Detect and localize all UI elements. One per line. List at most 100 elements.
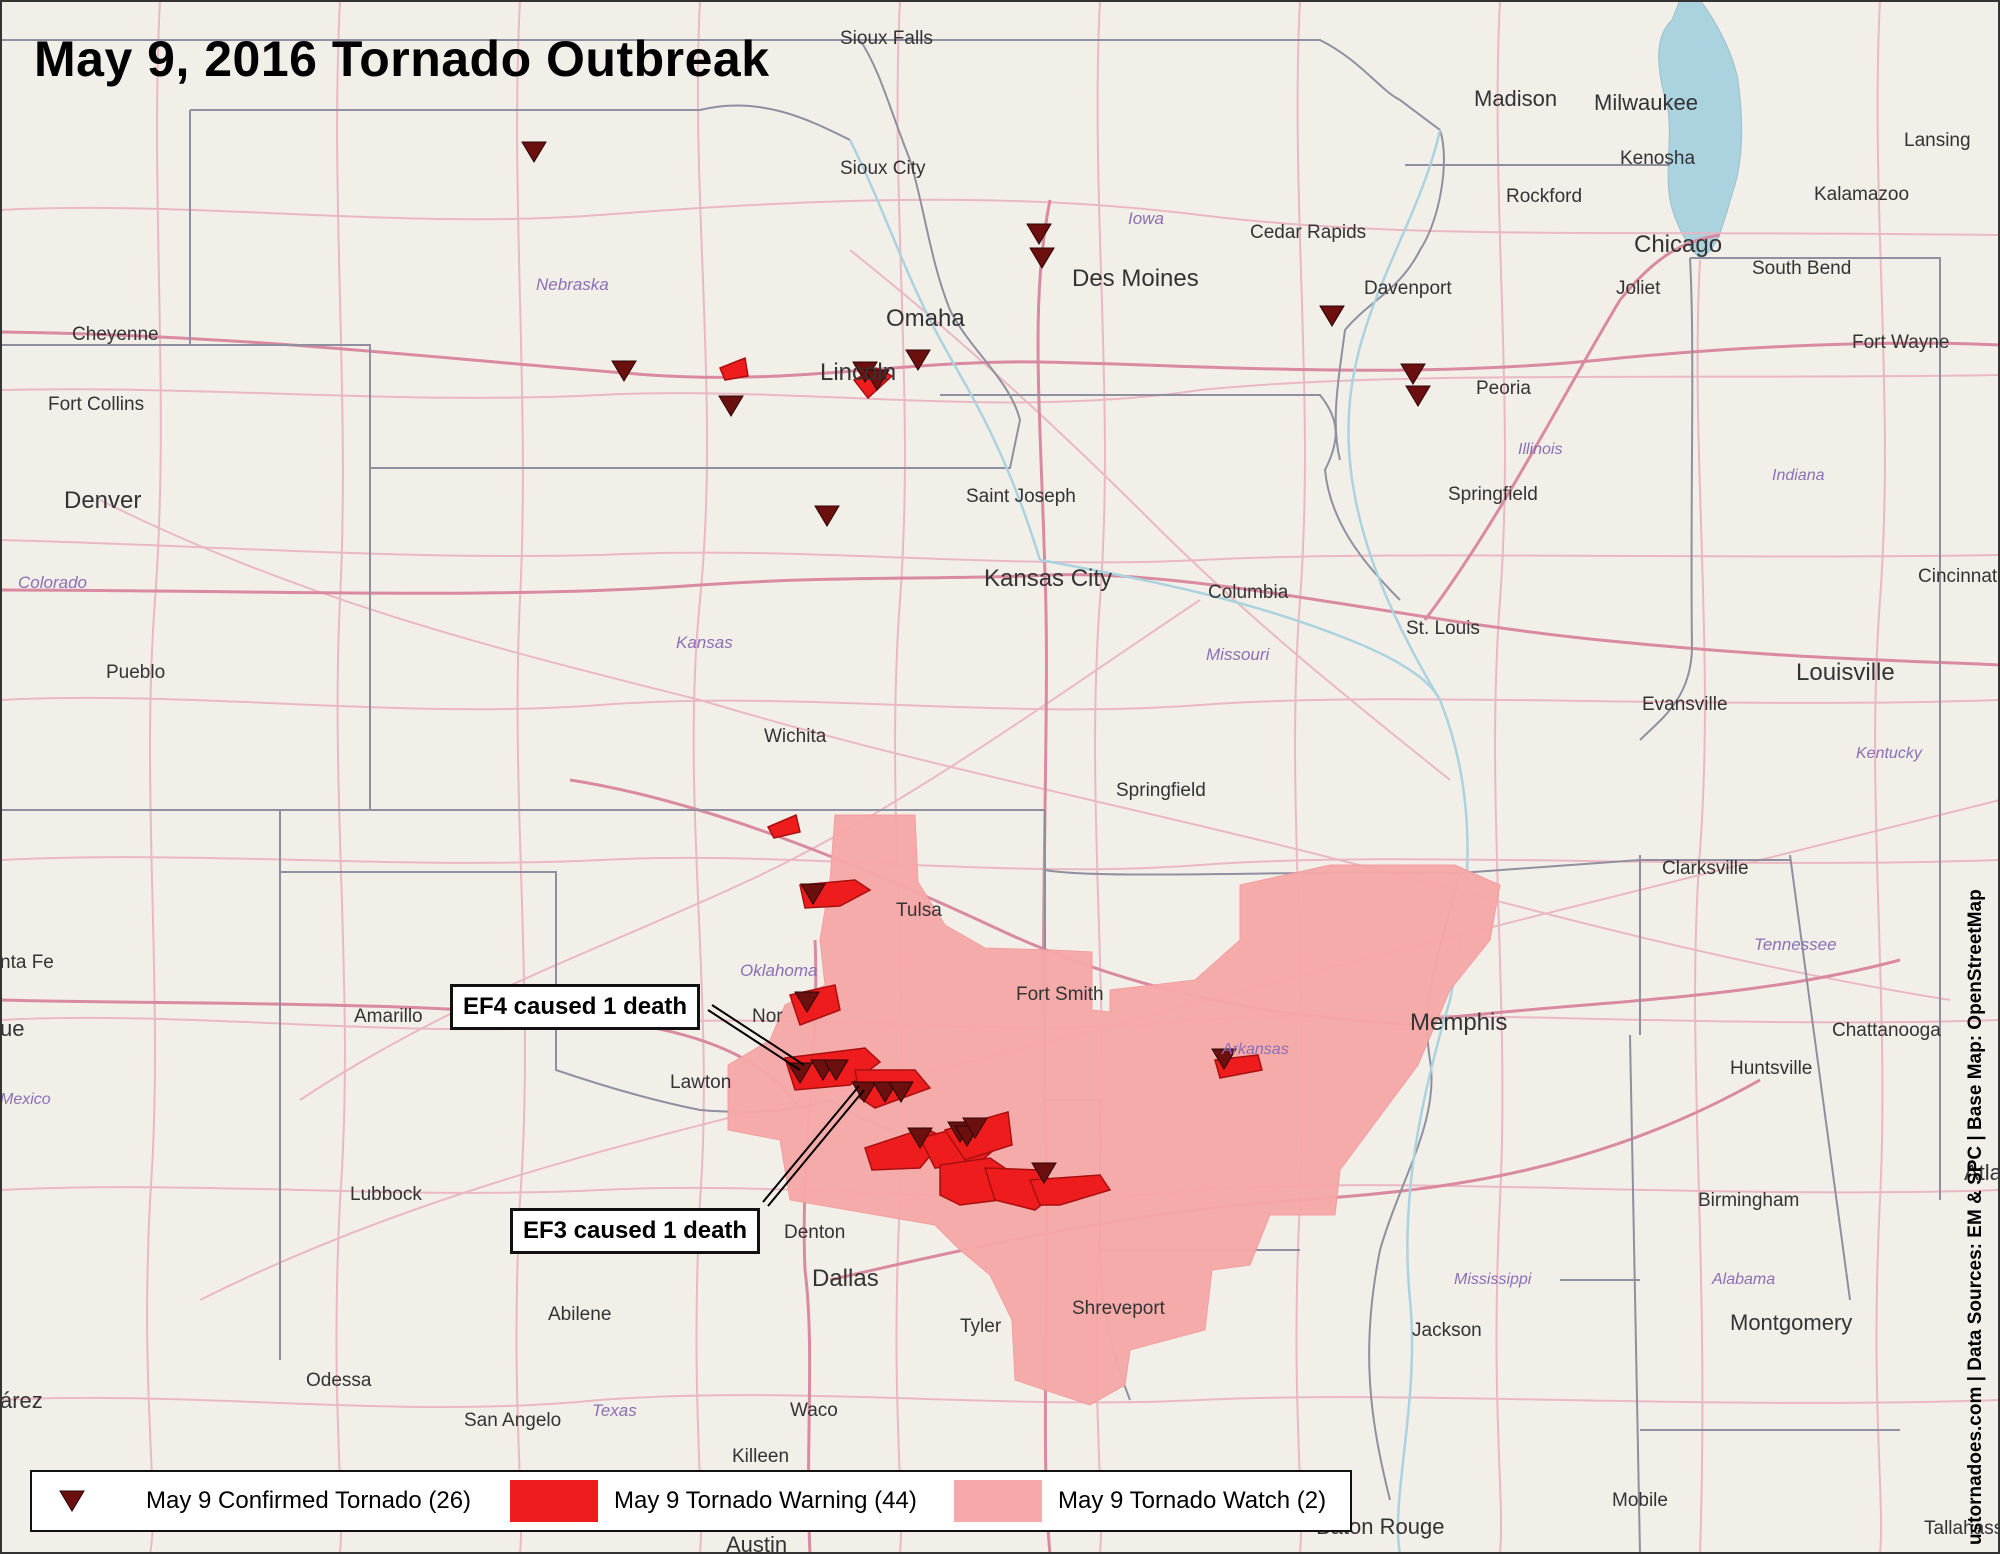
city-label: St. Louis xyxy=(1406,618,1480,639)
legend-item-tornado: May 9 Confirmed Tornado (26) xyxy=(58,1472,471,1530)
tornado-marker xyxy=(905,349,931,371)
city-label: Atlan xyxy=(1964,1160,2000,1185)
state-label: Arkansas xyxy=(1221,1041,1289,1058)
warning-polygon xyxy=(1028,1174,1112,1206)
city-label: Milwaukee xyxy=(1594,90,1698,115)
state-label: Missouri xyxy=(1206,645,1271,664)
ef3-callout: EF3 caused 1 death xyxy=(510,1208,761,1254)
tornado-marker xyxy=(888,1081,914,1103)
tornado-marker xyxy=(521,141,547,163)
city-label: Omaha xyxy=(886,305,965,332)
state-label: Tennessee xyxy=(1754,935,1837,954)
city-label: Tulsa xyxy=(896,900,942,921)
warning-swatch-icon xyxy=(510,1480,598,1522)
city-label: Fort Wayne xyxy=(1852,332,1950,353)
city-label: Wichita xyxy=(764,726,827,747)
state-labels: Iowa Nebraska Illinois Indiana Colorado … xyxy=(0,209,1923,1420)
city-label: ue xyxy=(0,1016,24,1041)
city-label: Lawton xyxy=(670,1072,731,1093)
state-boundaries xyxy=(0,39,1941,1554)
city-label: Sioux Falls xyxy=(840,28,933,49)
source-credit: ustornadoes.com | Data Sources: EM & SPC… xyxy=(1965,889,1986,1545)
legend-item-watch: May 9 Tornado Watch (2) xyxy=(954,1472,1326,1530)
city-label: Madison xyxy=(1474,86,1557,111)
city-label: Huntsville xyxy=(1730,1058,1812,1079)
lake-michigan xyxy=(1658,0,1743,259)
city-label: Chattanooga xyxy=(1832,1020,1941,1041)
state-label: Indiana xyxy=(1772,467,1825,484)
state-label: Colorado xyxy=(18,573,87,592)
city-label: Denton xyxy=(784,1222,845,1243)
state-label: Mississippi xyxy=(1454,1271,1532,1288)
city-label: South Bend xyxy=(1752,258,1851,279)
tornado-marker xyxy=(823,1059,849,1081)
city-label: Killeen xyxy=(732,1446,789,1467)
city-label: Tyler xyxy=(960,1316,1002,1337)
city-label: Des Moines xyxy=(1072,265,1199,292)
tornado-marker xyxy=(1029,247,1055,269)
tornado-marker xyxy=(800,883,826,905)
legend-label-warning: May 9 Tornado Warning (44) xyxy=(614,1487,917,1514)
city-label: Fort Collins xyxy=(48,394,144,415)
city-label: Clarksville xyxy=(1662,858,1749,879)
state-label: Oklahoma xyxy=(740,961,817,980)
state-label: Kentucky xyxy=(1856,745,1923,762)
state-label: Mexico xyxy=(0,1091,51,1108)
state-label: Iowa xyxy=(1128,209,1164,228)
city-label: Springfield xyxy=(1448,484,1538,505)
tornado-marker-icon xyxy=(59,1490,85,1512)
city-label: Montgomery xyxy=(1730,1310,1852,1335)
city-label: Birmingham xyxy=(1698,1190,1799,1211)
city-label: Lincoln xyxy=(820,359,896,386)
legend-item-warning: May 9 Tornado Warning (44) xyxy=(510,1472,917,1530)
city-label: Shreveport xyxy=(1072,1298,1166,1319)
tornado-marker xyxy=(718,395,744,417)
city-label: Tallahass xyxy=(1924,1518,2000,1539)
tornado-marker xyxy=(864,369,890,391)
city-label: Cedar Rapids xyxy=(1250,222,1366,243)
tornado-marker xyxy=(907,1127,933,1149)
city-label: Peoria xyxy=(1476,378,1531,399)
tornado-watch-area xyxy=(727,814,1501,1406)
city-label: Evansville xyxy=(1642,694,1728,715)
tornado-warnings xyxy=(719,356,1263,1211)
city-label: Amarillo xyxy=(354,1006,423,1027)
city-label: Nor xyxy=(752,1006,783,1027)
tornado-marker xyxy=(1026,223,1052,245)
tornado-marker xyxy=(1405,385,1431,407)
city-label: Austin xyxy=(726,1532,787,1554)
watch-swatch-icon xyxy=(954,1480,1042,1522)
tornado-marker xyxy=(794,991,820,1013)
rivers xyxy=(848,129,1469,1554)
city-label: Fort Smith xyxy=(1016,984,1104,1005)
tornado-marker xyxy=(1400,363,1426,385)
city-label: Springfield xyxy=(1116,780,1206,801)
city-label: Mobile xyxy=(1612,1490,1668,1511)
state-label: Kansas xyxy=(676,633,733,652)
city-label: San Angelo xyxy=(464,1410,561,1431)
warning-polygon xyxy=(719,356,749,381)
state-label: Alabama xyxy=(1711,1271,1775,1288)
tornado-marker xyxy=(1319,305,1345,327)
state-label: Illinois xyxy=(1518,441,1562,458)
tornado-marker xyxy=(1211,1048,1237,1070)
city-label: Pueblo xyxy=(106,662,165,683)
callout-leaders xyxy=(707,1004,865,1207)
city-label: Waco xyxy=(790,1400,838,1421)
city-label: Sioux City xyxy=(840,158,926,179)
city-label: Rockford xyxy=(1506,186,1582,207)
city-label: Cheyenne xyxy=(72,324,159,345)
legend-label-watch: May 9 Tornado Watch (2) xyxy=(1058,1487,1327,1514)
city-label: Columbia xyxy=(1208,582,1289,603)
tornado-marker xyxy=(814,505,840,527)
city-label: Denver xyxy=(64,487,141,514)
state-label: Nebraska xyxy=(536,275,609,294)
warning-polygon xyxy=(766,813,801,839)
city-label: Dallas xyxy=(812,1265,879,1292)
city-label: Odessa xyxy=(306,1370,372,1391)
tornado-marker xyxy=(611,360,637,382)
city-label: Kalamazoo xyxy=(1814,184,1909,205)
city-label: Davenport xyxy=(1364,278,1452,299)
legend-label-tornado: May 9 Confirmed Tornado (26) xyxy=(146,1487,472,1514)
